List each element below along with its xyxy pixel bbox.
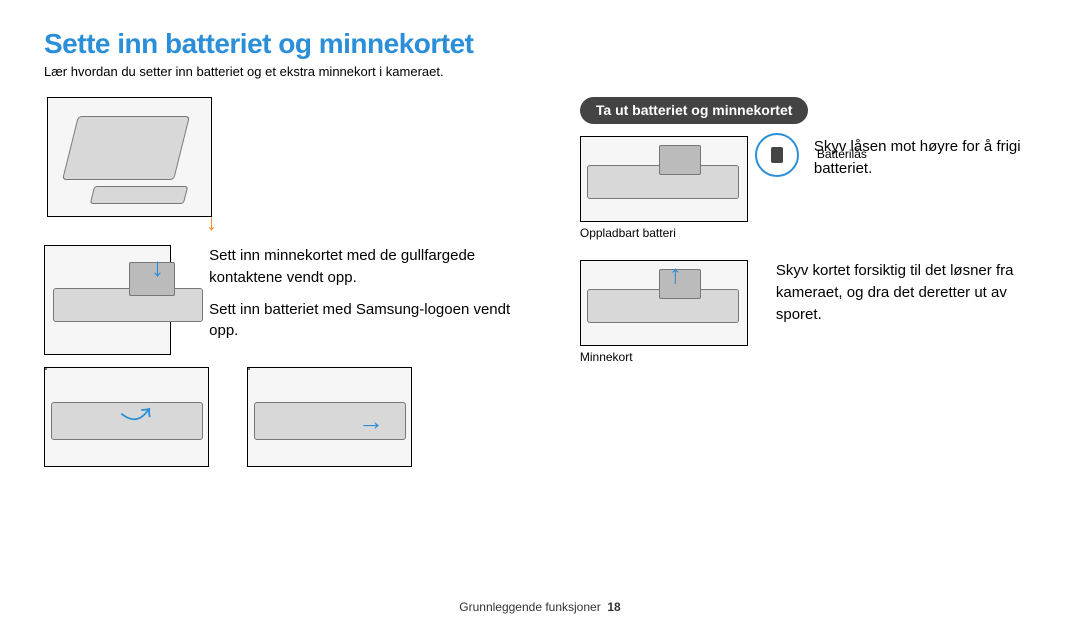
page-title: Sette inn batteriet og minnekortet bbox=[44, 28, 1036, 60]
insert-row: ↓ Sett inn minnekortet med de gullfarged… bbox=[44, 245, 530, 355]
instruction-battery: Sett inn batteriet med Samsung-logoen ve… bbox=[209, 299, 530, 343]
battery-remove-row: Batterilås Oppladbart batteri Skyv låsen… bbox=[580, 136, 1036, 240]
left-column: ↓ ↓ Sett inn minnekortet med de gullfarg… bbox=[44, 97, 530, 467]
arrow-right-icon: → bbox=[358, 406, 384, 437]
battery-lock-label: Batterilås bbox=[817, 147, 867, 161]
illustration-insert-card-battery: ↓ bbox=[44, 245, 171, 355]
section-pill: Ta ut batteriet og minnekortet bbox=[580, 97, 809, 124]
battery-caption: Oppladbart batteri bbox=[580, 226, 748, 240]
memcard-illustration-box: ↑ Minnekort bbox=[580, 260, 748, 364]
illustration-remove-battery: Batterilås bbox=[580, 136, 748, 222]
illustration-close-door-2: → bbox=[247, 367, 412, 467]
page-subtitle: Lær hvordan du setter inn batteriet og e… bbox=[44, 64, 1036, 79]
battery-lock-callout bbox=[755, 133, 799, 177]
arrow-up-icon: ↑ bbox=[669, 259, 682, 290]
footer-page-number: 18 bbox=[607, 600, 620, 614]
footer-section: Grunnleggende funksjoner bbox=[459, 600, 600, 614]
battery-illustration-box: Batterilås Oppladbart batteri bbox=[580, 136, 748, 240]
content-columns: ↓ ↓ Sett inn minnekortet med de gullfarg… bbox=[44, 97, 1036, 467]
memcard-remove-row: ↑ Minnekort Skyv kortet forsiktig til de… bbox=[580, 260, 1036, 364]
arrow-down-icon: ↓ bbox=[206, 210, 217, 236]
curved-arrow-icon: ⤴ bbox=[116, 390, 160, 435]
page-footer: Grunnleggende funksjoner 18 bbox=[0, 600, 1080, 614]
illustration-camera-top: ↓ bbox=[47, 97, 212, 217]
memcard-remove-text: Skyv kortet forsiktig til det løsner fra… bbox=[776, 260, 1036, 325]
instruction-block: Sett inn minnekortet med de gullfargede … bbox=[209, 245, 530, 352]
close-row: ⤴ → bbox=[44, 367, 530, 467]
illustration-close-door-1: ⤴ bbox=[44, 367, 209, 467]
instruction-memcard: Sett inn minnekortet med de gullfargede … bbox=[209, 245, 530, 289]
right-column: Ta ut batteriet og minnekortet Batterilå… bbox=[580, 97, 1036, 467]
arrow-down-icon: ↓ bbox=[151, 252, 164, 283]
memcard-caption: Minnekort bbox=[580, 350, 748, 364]
illustration-remove-memcard: ↑ bbox=[580, 260, 748, 346]
